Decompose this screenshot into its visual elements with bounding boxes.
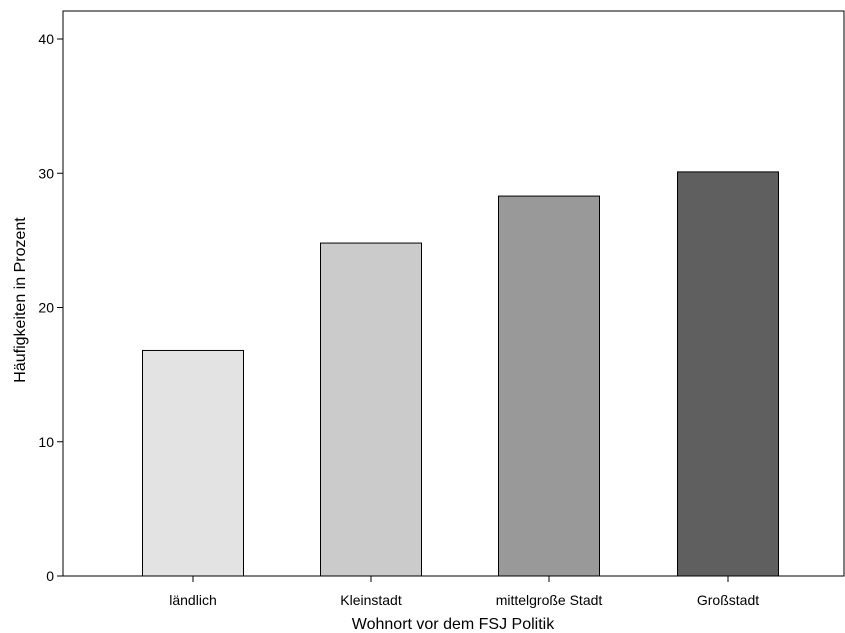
x-tick-label-1: ländlich	[169, 592, 216, 608]
x-axis-title: Wohnort vor dem FSJ Politik	[352, 616, 555, 633]
y-tick-label-40: 40	[38, 31, 54, 47]
bars-group	[142, 171, 779, 577]
y-tick-label-30: 30	[38, 165, 54, 181]
x-tick-label-3: mittelgroße Stadt	[496, 592, 603, 608]
y-tick-label-0: 0	[46, 568, 54, 584]
y-tick-label-10: 10	[38, 434, 54, 450]
y-axis: 0 10 20 30 40	[38, 31, 63, 584]
x-axis: ländlich Kleinstadt mittelgroße Stadt Großs…	[169, 576, 759, 608]
bar-3	[498, 195, 600, 577]
y-tick-label-20: 20	[38, 300, 54, 316]
bar-2	[320, 242, 422, 577]
x-tick-label-4: Großstadt	[697, 592, 759, 608]
y-axis-title: Häufigkeiten in Prozent	[12, 217, 29, 383]
bar-1	[142, 349, 244, 577]
bar-4	[677, 171, 779, 577]
x-tick-label-2: Kleinstadt	[340, 592, 402, 608]
